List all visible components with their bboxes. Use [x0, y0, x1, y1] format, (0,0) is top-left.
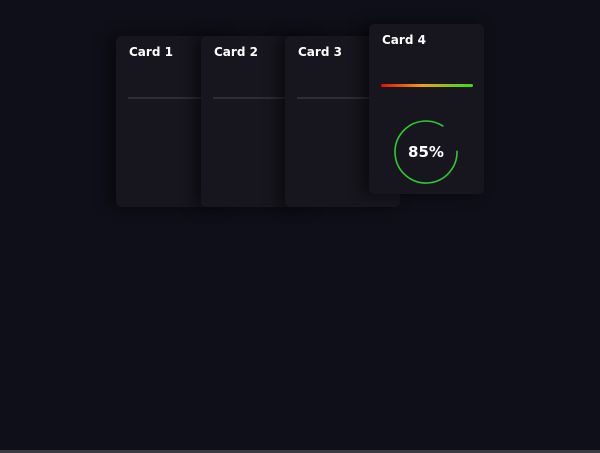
progress-ring-arc	[394, 120, 458, 184]
card-divider	[297, 97, 400, 99]
gradient-progress-bar	[381, 84, 473, 87]
card-4[interactable]: Card 4 85%	[369, 24, 484, 194]
card-title: Card 2	[214, 45, 258, 59]
card-title: Card 3	[298, 45, 342, 59]
card-title: Card 4	[382, 33, 426, 47]
card-title: Card 1	[129, 45, 173, 59]
progress-percent-label: 85%	[408, 143, 444, 161]
card-divider	[213, 97, 316, 99]
progress-ring	[394, 120, 458, 184]
card-divider	[128, 97, 231, 99]
bottom-edge	[0, 450, 600, 453]
